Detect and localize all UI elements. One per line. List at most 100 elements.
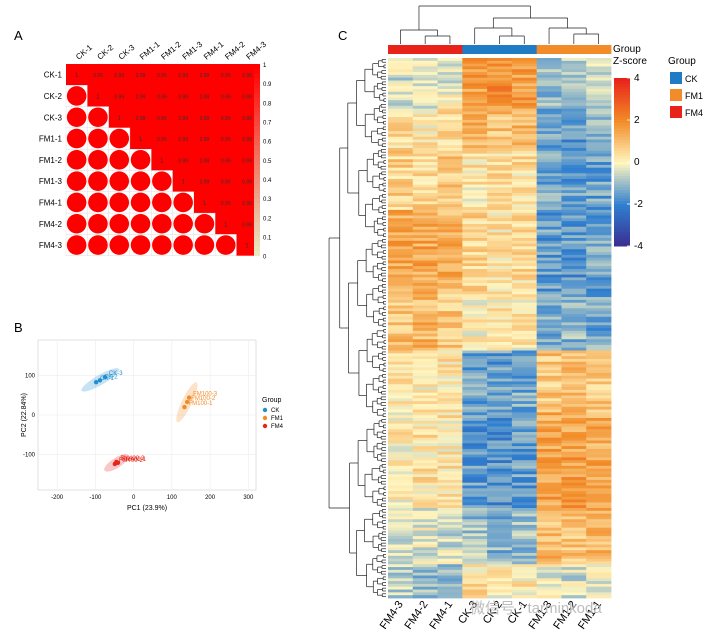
heatmap-cell <box>586 555 612 560</box>
zscore-colorbar-segment <box>614 117 630 121</box>
pca-point-label: FM100-3 <box>193 392 218 398</box>
heatmap-cell <box>511 364 538 368</box>
heatmap-cell <box>487 589 513 593</box>
heatmap-cell <box>412 524 438 529</box>
heatmap-cell <box>586 91 612 95</box>
heatmap-cell <box>412 344 438 349</box>
heatmap-cell <box>536 443 562 447</box>
heatmap-cell <box>536 125 562 129</box>
heatmap-cell <box>437 198 463 202</box>
heatmap-cell <box>412 77 438 81</box>
colorbar-segment <box>254 126 260 132</box>
heatmap-cell <box>536 333 562 337</box>
heatmap-cell <box>462 387 488 391</box>
heatmap-cell <box>388 524 414 529</box>
heatmap-cell <box>437 347 463 351</box>
heatmap-cell <box>437 103 463 107</box>
heatmap-cell <box>536 432 562 436</box>
heatmap-cell <box>412 342 438 346</box>
heatmap-cell <box>561 221 587 225</box>
heatmap-cell <box>511 260 538 264</box>
heatmap-cell <box>388 361 414 365</box>
heatmap-cell <box>412 451 438 455</box>
heatmap-cell <box>412 454 438 458</box>
heatmap-cell <box>437 294 463 298</box>
heatmap-cell <box>536 133 562 138</box>
heatmap-cell <box>462 195 488 200</box>
heatmap-cell <box>412 218 438 222</box>
heatmap-cell <box>388 468 414 472</box>
heatmap-cell <box>388 547 414 551</box>
heatmap-cell <box>536 254 562 259</box>
group-legend-swatch-fm4 <box>670 106 682 118</box>
heatmap-cell <box>437 505 463 509</box>
row-label-fm1-3: FM1-3 <box>39 177 63 186</box>
heatmap-cell <box>487 553 513 557</box>
heatmap-cell <box>511 215 538 219</box>
heatmap-cell <box>437 313 463 318</box>
zscore-colorbar-segment <box>614 220 630 225</box>
heatmap-cell <box>437 195 463 200</box>
colorbar-segment <box>254 102 260 108</box>
heatmap-cell <box>536 544 562 548</box>
heatmap-cell <box>462 308 488 312</box>
heatmap-cell <box>412 412 438 416</box>
heatmap-cell <box>586 176 612 180</box>
heatmap-cell <box>586 221 612 225</box>
heatmap-cell <box>487 131 513 135</box>
heatmap-cell <box>586 156 612 160</box>
heatmap-cell <box>462 111 488 115</box>
heatmap-cell <box>511 204 538 208</box>
heatmap-cell <box>437 83 463 87</box>
colorbar-segment <box>254 246 260 252</box>
heatmap-cell <box>437 133 463 138</box>
heatmap-cell <box>586 238 612 242</box>
heatmap-cell <box>388 567 414 571</box>
heatmap-cell <box>388 555 414 560</box>
heatmap-cell <box>586 401 612 405</box>
heatmap-cell <box>412 139 438 143</box>
heatmap-cell <box>536 243 562 247</box>
heatmap-cell <box>462 274 488 278</box>
heatmap-cell <box>487 356 513 360</box>
heatmap-cell <box>561 193 587 197</box>
heatmap-cell <box>437 443 463 447</box>
heatmap-cell <box>511 305 538 309</box>
heatmap-cell <box>388 437 414 441</box>
heatmap-cell <box>388 522 414 526</box>
heatmap-cell <box>462 229 488 233</box>
heatmap-cell <box>462 465 488 470</box>
heatmap-cell <box>487 117 513 121</box>
heatmap-cell <box>462 347 488 351</box>
heatmap-cell <box>412 403 438 408</box>
correlation-circle <box>194 213 215 234</box>
heatmap-cell <box>487 395 513 399</box>
heatmap-cell <box>561 373 587 377</box>
heatmap-cell <box>586 325 612 329</box>
heatmap-cell <box>536 316 562 320</box>
heatmap-cell <box>437 553 463 557</box>
heatmap-cell <box>487 347 513 351</box>
heatmap-cell <box>561 440 587 444</box>
heatmap-cell <box>536 94 562 98</box>
diagonal-value-label: 1 <box>203 201 207 207</box>
heatmap-cell <box>487 285 513 290</box>
heatmap-cell <box>412 370 438 374</box>
correlation-value-label: 0.99 <box>157 94 167 100</box>
heatmap-cell <box>586 446 612 450</box>
heatmap-cell <box>487 159 513 163</box>
pca-grid <box>38 340 256 490</box>
heatmap-cell <box>511 342 538 346</box>
heatmap-cell <box>437 66 463 70</box>
heatmap-cell <box>561 72 587 76</box>
heatmap-cell <box>536 330 562 335</box>
pca-x-axis-label: PC1 (23.9%) <box>127 505 167 512</box>
zscore-colorbar-tick-label: 2 <box>634 115 640 126</box>
heatmap-cell <box>487 215 513 219</box>
heatmap-cell <box>437 280 463 284</box>
heatmap-cell <box>561 412 587 416</box>
heatmap-cell <box>437 342 463 346</box>
heatmap-cell <box>561 63 587 67</box>
heatmap-cell <box>561 257 587 261</box>
heatmap-cell <box>437 274 463 278</box>
